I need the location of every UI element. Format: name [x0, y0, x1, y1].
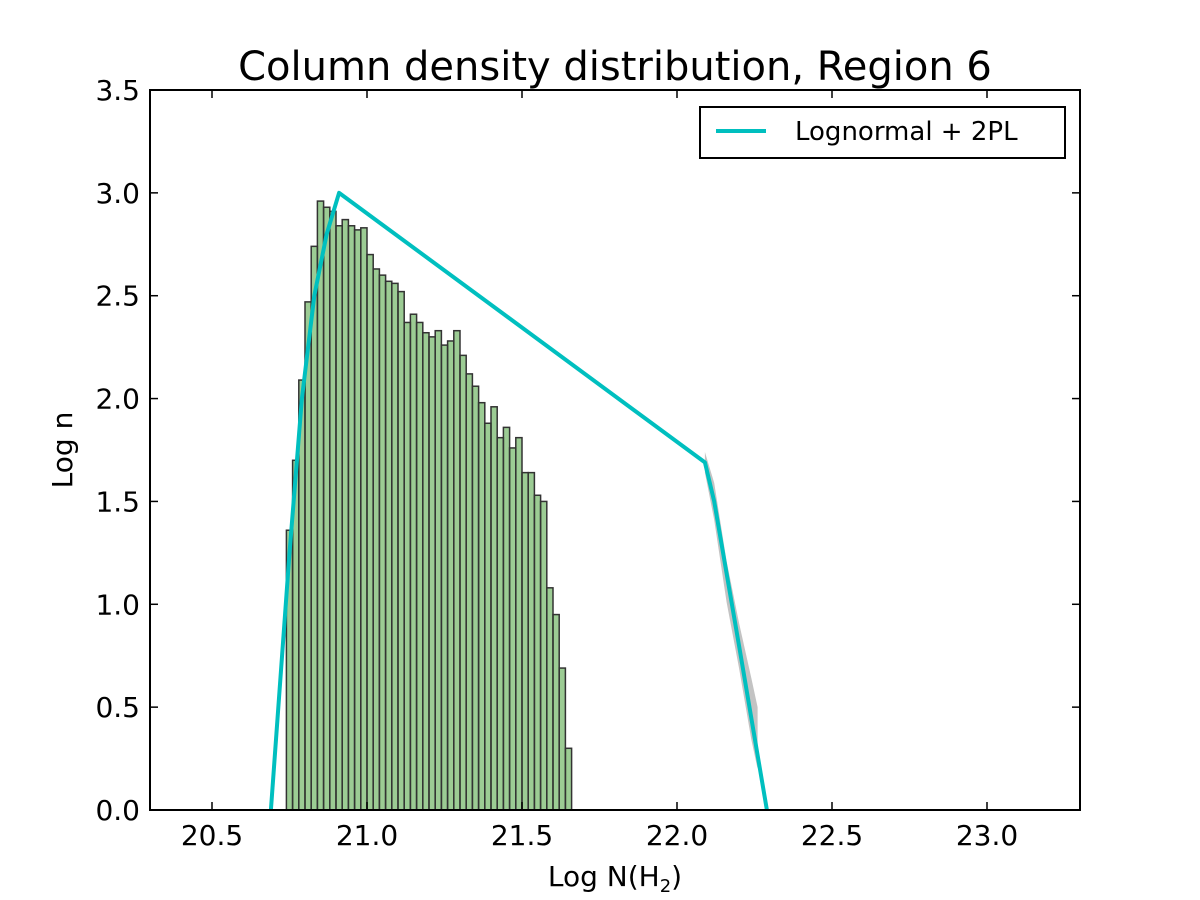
histogram-bar [322, 206, 331, 811]
y-tick-label: 0.0 [95, 794, 140, 827]
x-tick-label: 21.5 [491, 819, 553, 852]
histogram-bar [515, 436, 523, 811]
histogram-bar [471, 385, 480, 811]
x-tick-label: 22.5 [801, 819, 863, 852]
histogram-bar [403, 321, 412, 811]
histogram-bar [546, 587, 554, 811]
histogram-bar [422, 331, 430, 811]
x-tick-label: 20.5 [181, 819, 243, 852]
y-tick-label: 2.5 [95, 280, 140, 313]
histogram-bar [329, 210, 337, 811]
x-axis-ticks: 20.5 21.0 21.5 22.0 22.5 23.0 [181, 90, 1018, 852]
histogram-bar [477, 401, 486, 811]
y-tick-label: 3.5 [95, 74, 140, 107]
histogram-bar [496, 436, 505, 811]
histogram-bar [347, 225, 356, 811]
x-axis-label-subscript: 2 [660, 876, 671, 897]
histogram-bar [434, 329, 443, 811]
y-tick-label: 1.5 [95, 485, 140, 518]
histogram-bar [310, 245, 319, 811]
histogram-bar [415, 321, 424, 811]
histogram-bar [490, 406, 498, 811]
histogram-bar [372, 268, 381, 811]
x-tick-label: 23.0 [956, 819, 1018, 852]
x-axis-label: Log N(H2) [548, 860, 682, 897]
histogram-bar [527, 471, 536, 811]
histogram-bar [484, 422, 492, 811]
histogram-bar [341, 218, 350, 811]
chart-title: Column density distribution, Region 6 [238, 44, 992, 90]
legend-box [699, 106, 1066, 159]
y-tick-label: 0.5 [95, 691, 140, 724]
histogram-bar [502, 426, 511, 811]
x-tick-label: 21.0 [336, 819, 398, 852]
y-tick-label: 3.0 [95, 177, 140, 210]
plot-area-frame [149, 89, 1081, 811]
legend-label-lognormal-2pl: Lognormal + 2PL [795, 117, 1018, 147]
histogram-bar [533, 494, 542, 811]
fit-line-layer [268, 190, 769, 811]
y-tick-label: 1.0 [95, 588, 140, 621]
histogram-bar [335, 225, 343, 811]
histogram-bar [391, 282, 399, 811]
histogram-bar [459, 354, 467, 811]
histogram-bar [366, 253, 374, 811]
histogram-bar [446, 340, 455, 811]
histogram-bar [465, 373, 474, 811]
histogram-bar [552, 613, 560, 811]
y-axis-ticks: 0.0 0.5 1.0 1.5 2.0 2.5 3.0 3.5 [95, 74, 1080, 827]
histogram-bar [378, 274, 387, 811]
x-tick-label: 22.0 [646, 819, 708, 852]
legend: Lognormal + 2PL [699, 106, 1066, 159]
histogram-bar [539, 500, 548, 811]
histogram-bar [508, 447, 517, 811]
y-tick-label: 2.0 [95, 383, 140, 416]
series-line-lognormal-2pl [268, 190, 769, 811]
histogram-bar [316, 200, 325, 811]
histogram-bar [409, 313, 418, 811]
y-axis-label: Log n [46, 412, 79, 489]
histogram-bar [521, 471, 529, 811]
histogram-bar [360, 227, 368, 811]
histogram-bar [440, 344, 449, 811]
histogram-bar [453, 329, 461, 811]
histogram-bar [397, 290, 405, 811]
histogram-bar [564, 747, 573, 811]
histogram-bar [353, 229, 362, 811]
histogram-bar [558, 667, 567, 811]
histogram-bar [384, 280, 393, 811]
histogram-bar [428, 336, 436, 811]
